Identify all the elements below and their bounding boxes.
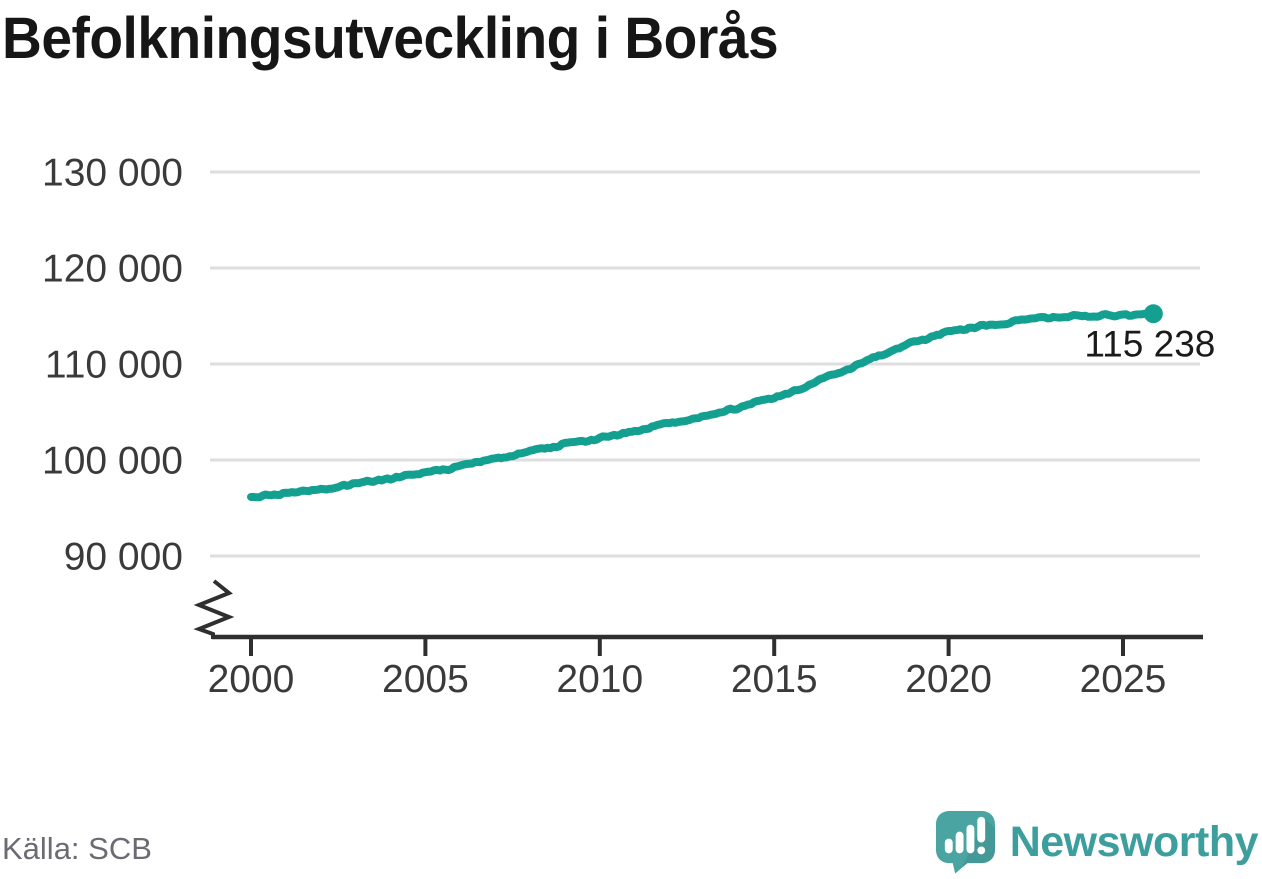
x-axis-tick-label: 2020 — [905, 658, 992, 701]
population-line — [247, 309, 1158, 502]
newsworthy-logo-icon — [935, 811, 995, 874]
y-axis-tick-label: 110 000 — [45, 344, 183, 387]
latest-point-marker — [1143, 304, 1163, 324]
source-label: Källa: SCB — [2, 831, 152, 866]
x-axis-tick-label: 2025 — [1080, 658, 1167, 701]
x-axis-tick-label: 2015 — [731, 658, 818, 701]
y-axis-tick-label: 130 000 — [42, 152, 183, 195]
x-axis-tick-label: 2000 — [208, 658, 295, 701]
chart-title: Befolkningsutveckling i Borås — [2, 6, 779, 71]
axis-break-icon — [193, 579, 235, 639]
logo-shadow — [961, 817, 995, 869]
latest-value-label: 115 238 — [1084, 324, 1215, 365]
bar-chart-glyph — [944, 816, 985, 855]
y-axis-tick-label: 120 000 — [42, 248, 183, 291]
x-axis-tick-label: 2010 — [556, 658, 643, 701]
x-axis-tick-label: 2005 — [382, 658, 469, 701]
y-axis-tick-label: 90 000 — [64, 536, 183, 579]
newsworthy-brand: Newsworthy — [934, 810, 1259, 875]
newsworthy-wordmark: Newsworthy — [1009, 818, 1259, 866]
y-axis-tick-label: 100 000 — [42, 440, 183, 483]
